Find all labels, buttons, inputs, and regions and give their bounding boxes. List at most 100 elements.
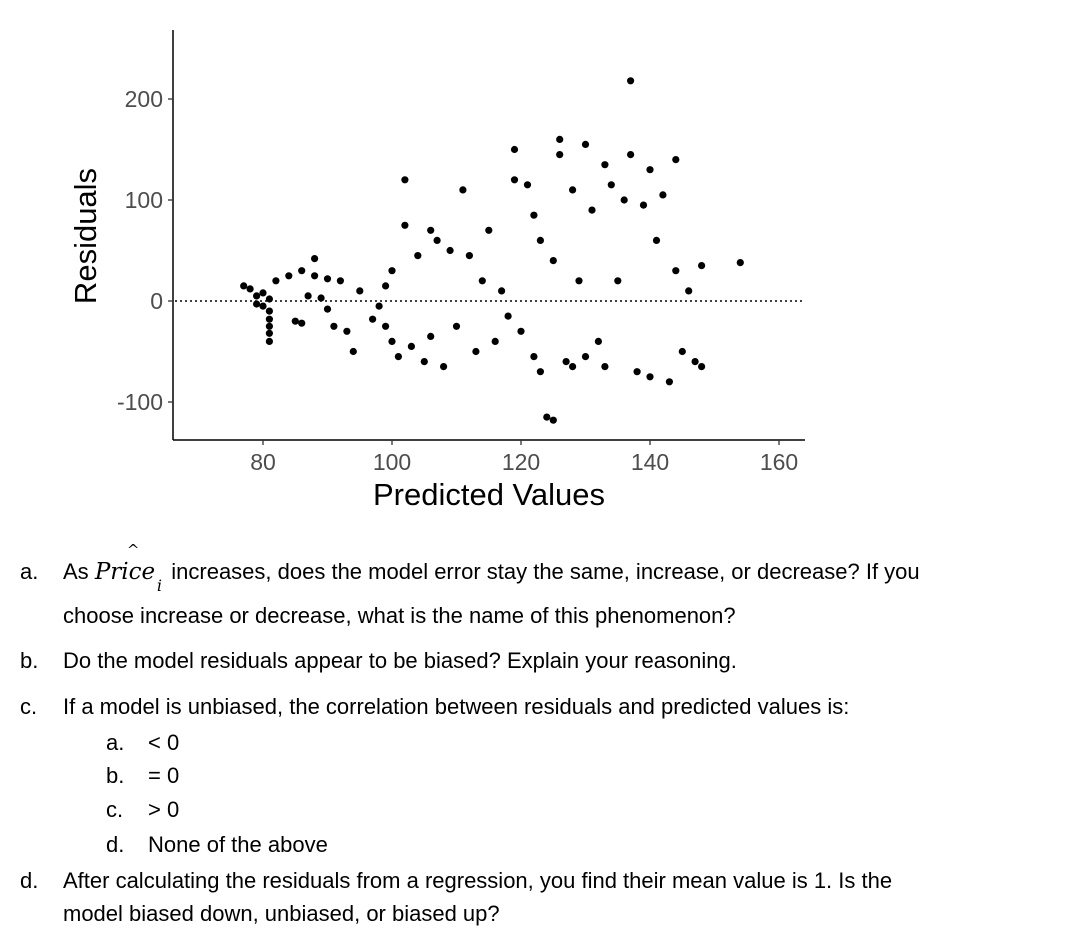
question-a-text: As Price ^ i increases, does the model err… xyxy=(63,541,1053,595)
data-point xyxy=(407,342,415,350)
option-c-text: > 0 xyxy=(148,797,180,822)
data-point xyxy=(465,252,473,260)
data-point xyxy=(620,196,628,204)
option-a-text: < 0 xyxy=(148,730,180,755)
data-point xyxy=(556,135,564,143)
data-point xyxy=(485,226,493,234)
question-a-text-before: As xyxy=(63,559,89,584)
data-point xyxy=(323,305,332,313)
option-b-text: = 0 xyxy=(148,763,180,788)
data-point xyxy=(433,236,441,244)
y-tick-label: 200 xyxy=(125,86,163,112)
data-point xyxy=(265,337,273,345)
data-point xyxy=(349,347,357,356)
data-point xyxy=(414,252,422,260)
data-point xyxy=(265,295,273,303)
data-point xyxy=(652,236,661,244)
data-point xyxy=(672,267,680,275)
data-point xyxy=(736,259,744,267)
data-point xyxy=(601,161,609,169)
data-point xyxy=(356,287,364,295)
data-point xyxy=(678,347,686,356)
data-point xyxy=(581,140,590,148)
question-c-label: c. xyxy=(20,694,38,719)
question-a-text-line2: choose increase or decrease, what is the… xyxy=(63,603,736,628)
data-point xyxy=(646,373,654,381)
question-b-label: b. xyxy=(20,648,39,673)
data-point xyxy=(627,151,635,159)
data-point xyxy=(478,277,486,285)
x-tick-label: 80 xyxy=(250,449,276,475)
data-point xyxy=(388,337,396,345)
data-point xyxy=(556,151,564,159)
data-point xyxy=(530,353,538,361)
data-point xyxy=(646,166,654,174)
price-hat-term: Price ^ i xyxy=(95,541,162,595)
data-point xyxy=(311,272,319,280)
data-point xyxy=(633,368,641,376)
option-a-label: a. xyxy=(106,730,125,755)
data-point xyxy=(536,368,545,376)
data-point xyxy=(388,267,396,275)
option-d-text: None of the above xyxy=(148,832,328,857)
data-point xyxy=(369,315,377,323)
data-point xyxy=(543,413,551,421)
data-point xyxy=(672,156,680,164)
points-layer xyxy=(240,77,744,424)
data-point xyxy=(575,277,583,285)
data-point xyxy=(530,211,538,219)
residual-plot: 200 100 0 -100 80 100 120 140 160 Predicted Val… xyxy=(68,30,805,512)
y-tick-label: 0 xyxy=(150,288,163,314)
data-point xyxy=(285,272,293,280)
price-hat: ^ xyxy=(126,541,140,559)
question-a-label: a. xyxy=(20,559,39,584)
data-point xyxy=(253,300,261,308)
data-point xyxy=(627,77,635,85)
x-tick-label: 120 xyxy=(502,449,540,475)
data-point xyxy=(569,363,577,371)
data-point xyxy=(581,353,590,361)
data-point xyxy=(401,176,409,184)
data-point xyxy=(304,292,312,300)
option-c-label: c. xyxy=(106,797,124,822)
option-b-label: b. xyxy=(106,763,125,788)
data-point xyxy=(298,319,306,327)
data-point xyxy=(517,327,525,335)
data-point xyxy=(259,289,267,297)
data-point xyxy=(427,332,435,340)
data-point xyxy=(440,363,448,371)
data-point xyxy=(491,337,499,345)
data-point xyxy=(549,257,557,265)
data-point xyxy=(601,363,609,371)
data-point xyxy=(265,315,273,323)
y-tick-label: 100 xyxy=(125,187,163,213)
option-d-label: d. xyxy=(106,832,125,857)
question-d-text-line2: model biased down, unbiased, or biased u… xyxy=(63,901,500,926)
x-ticks: 80 100 120 140 160 xyxy=(250,440,798,475)
data-point xyxy=(253,292,261,300)
data-point xyxy=(472,347,480,356)
data-point xyxy=(510,145,519,154)
data-point xyxy=(523,181,532,189)
data-point xyxy=(594,337,603,345)
question-a-text-after: increases, does the model error stay the… xyxy=(171,559,920,584)
data-point xyxy=(459,186,467,194)
data-point xyxy=(427,226,435,234)
data-point xyxy=(330,322,338,330)
data-point xyxy=(298,267,306,275)
data-point xyxy=(639,201,648,209)
data-point xyxy=(691,358,699,366)
y-ticks: 200 100 0 -100 xyxy=(117,86,173,415)
data-point xyxy=(685,287,693,295)
price-subscript: i xyxy=(156,576,162,595)
data-point xyxy=(382,322,390,330)
data-point xyxy=(246,285,254,293)
data-point xyxy=(259,302,267,310)
x-tick-label: 160 xyxy=(760,449,798,475)
data-point xyxy=(659,191,667,199)
question-b-text: Do the model residuals appear to be bias… xyxy=(63,648,737,673)
data-point xyxy=(394,353,402,361)
data-point xyxy=(569,186,577,194)
x-tick-label: 140 xyxy=(631,449,669,475)
data-point xyxy=(265,307,273,315)
